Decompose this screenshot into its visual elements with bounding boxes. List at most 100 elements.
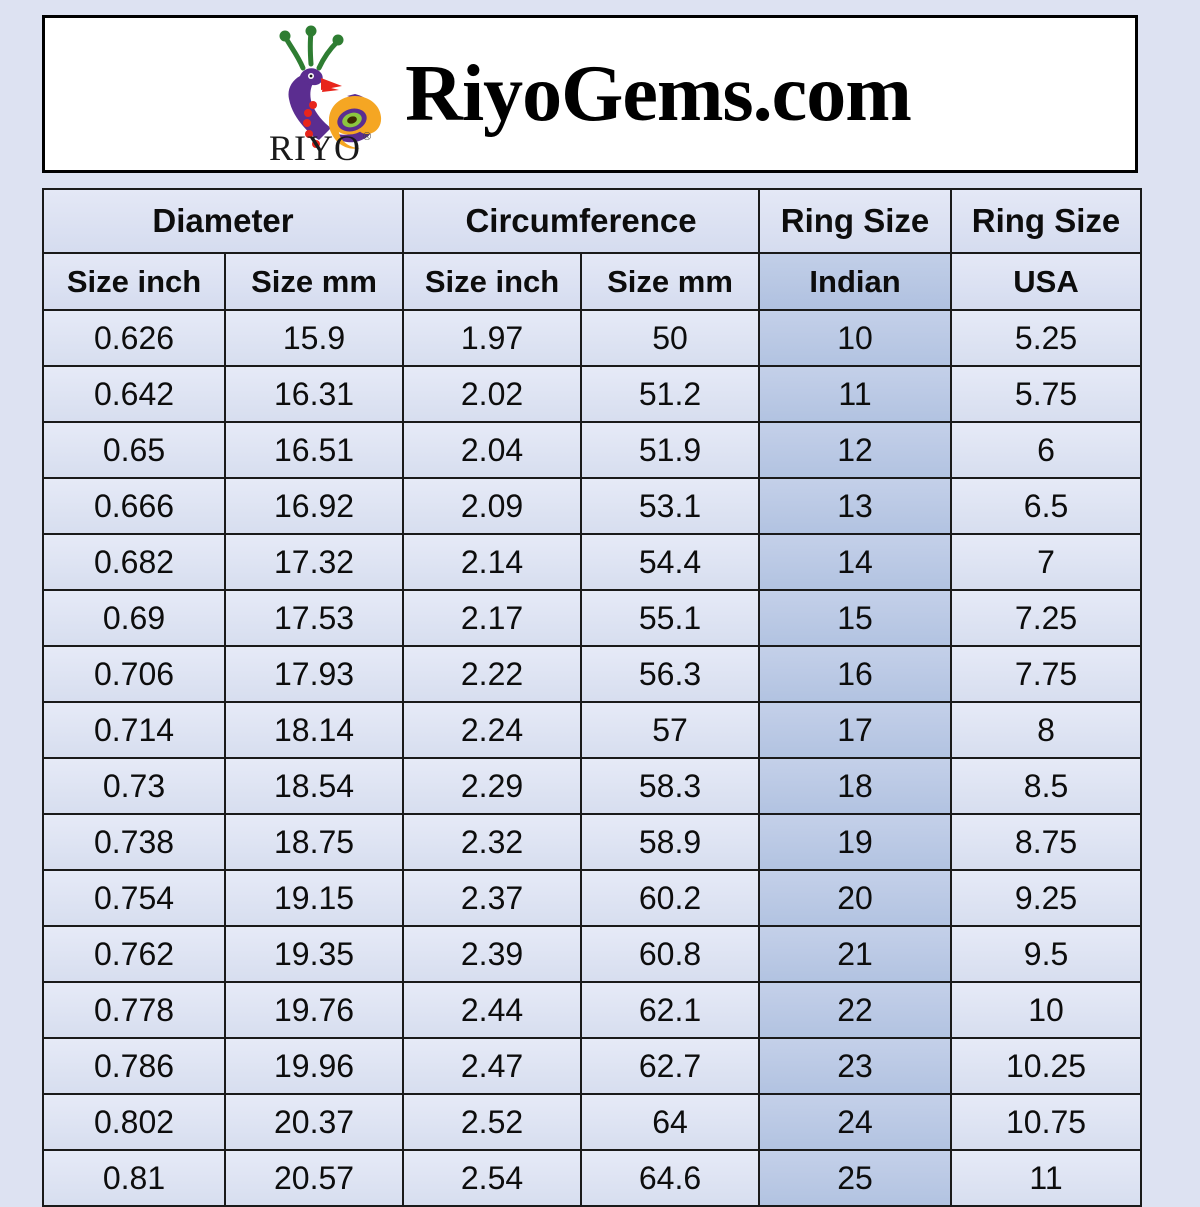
group-header-cell: Circumference	[402, 188, 761, 254]
table-cell: 18.14	[223, 701, 405, 759]
table-cell: 23	[758, 1037, 953, 1095]
table-cell: 0.762	[42, 925, 226, 983]
table-cell: 10	[950, 981, 1143, 1039]
table-cell: 21	[758, 925, 953, 983]
ring-size-table: Diameter Circumference Ring Size Ring Size …	[41, 188, 1143, 1207]
table-cell: 57	[580, 701, 761, 759]
table-cell: 2.44	[402, 981, 583, 1039]
table-cell: 6	[950, 421, 1143, 479]
table-cell: 10.75	[950, 1093, 1143, 1151]
table-row: 0.69 17.53 2.17 55.1 15 7.25	[42, 589, 1143, 647]
table-cell: 2.22	[402, 645, 583, 703]
table-cell: 20.37	[223, 1093, 405, 1151]
table-row: 0.642 16.31 2.02 51.2 11 5.75	[42, 365, 1143, 423]
table-cell: 17.32	[223, 533, 405, 591]
table-cell: 0.65	[42, 421, 226, 479]
table-cell: 19.35	[223, 925, 405, 983]
table-cell: 15	[758, 589, 953, 647]
table-cell: 53.1	[580, 477, 761, 535]
table-cell: 16.92	[223, 477, 405, 535]
group-header-cell: Diameter	[41, 188, 405, 254]
table-cell: 2.32	[402, 813, 583, 871]
table-cell: 11	[950, 1149, 1143, 1207]
table-cell: 16.31	[223, 365, 405, 423]
table-cell: 8	[950, 701, 1143, 759]
table-cell: 7	[950, 533, 1143, 591]
brand-header-box: RIYO ® RiyoGems.com	[42, 15, 1138, 173]
table-cell: 11	[758, 365, 953, 423]
table-row: 0.714 18.14 2.24 57 17 8	[42, 701, 1143, 759]
table-cell: 2.14	[402, 533, 583, 591]
table-cell: 58.3	[580, 757, 761, 815]
table-cell: 56.3	[580, 645, 761, 703]
table-cell: 2.37	[402, 869, 583, 927]
table-cell: 10.25	[950, 1037, 1143, 1095]
table-row: 0.65 16.51 2.04 51.9 12 6	[42, 421, 1143, 479]
group-header-row: Diameter Circumference Ring Size Ring Size	[41, 188, 1143, 254]
peacock-logo-icon: RIYO ®	[259, 24, 391, 164]
column-header-indian: Indian	[758, 252, 953, 311]
table-cell: 51.2	[580, 365, 761, 423]
table-cell: 60.2	[580, 869, 761, 927]
table-cell: 2.04	[402, 421, 583, 479]
table-cell: 8.5	[950, 757, 1143, 815]
table-cell: 0.642	[42, 365, 226, 423]
table-cell: 17	[758, 701, 953, 759]
table-cell: 64	[580, 1093, 761, 1151]
table-row: 0.666 16.92 2.09 53.1 13 6.5	[42, 477, 1143, 535]
column-header-size-mm: Size mm	[223, 252, 405, 311]
sub-header-row: Size inch Size mm Size inch Size mm Indian US…	[42, 252, 1143, 311]
table-cell: 12	[758, 421, 953, 479]
svg-text:®: ®	[363, 131, 371, 143]
table-cell: 0.802	[42, 1093, 226, 1151]
table-cell: 16.51	[223, 421, 405, 479]
table-cell: 20	[758, 869, 953, 927]
column-header-usa: USA	[950, 252, 1143, 311]
table-row: 0.778 19.76 2.44 62.1 22 10	[42, 981, 1143, 1039]
table-row: 0.754 19.15 2.37 60.2 20 9.25	[42, 869, 1143, 927]
table-cell: 2.52	[402, 1093, 583, 1151]
group-header-cell: Ring Size	[758, 188, 953, 254]
column-header-size-inch: Size inch	[42, 252, 226, 311]
table-cell: 24	[758, 1093, 953, 1151]
table-row: 0.802 20.37 2.52 64 24 10.75	[42, 1093, 1143, 1151]
table-cell: 2.29	[402, 757, 583, 815]
table-cell: 51.9	[580, 421, 761, 479]
table-cell: 9.25	[950, 869, 1143, 927]
table-cell: 62.7	[580, 1037, 761, 1095]
table-cell: 15.9	[223, 309, 405, 367]
table-row: 0.786 19.96 2.47 62.7 23 10.25	[42, 1037, 1143, 1095]
table-cell: 2.54	[402, 1149, 583, 1207]
table-cell: 7.25	[950, 589, 1143, 647]
table-body: 0.626 15.9 1.97 50 10 5.25 0.642 16.31 2.02 51.2 1…	[42, 309, 1143, 1207]
brand-wordmark: RiyoGems.com	[405, 50, 912, 138]
table-cell: 60.8	[580, 925, 761, 983]
table-cell: 17.93	[223, 645, 405, 703]
column-header-size-inch: Size inch	[402, 252, 583, 311]
table-cell: 2.39	[402, 925, 583, 983]
table-cell: 0.786	[42, 1037, 226, 1095]
size-chart-container: Diameter Circumference Ring Size Ring Size …	[41, 188, 1143, 1207]
table-cell: 8.75	[950, 813, 1143, 871]
table-cell: 55.1	[580, 589, 761, 647]
table-row: 0.762 19.35 2.39 60.8 21 9.5	[42, 925, 1143, 983]
table-cell: 9.5	[950, 925, 1143, 983]
svg-text:RIYO: RIYO	[269, 128, 361, 164]
group-header-cell: Ring Size	[950, 188, 1143, 254]
table-cell: 13	[758, 477, 953, 535]
table-cell: 2.02	[402, 365, 583, 423]
table-row: 0.706 17.93 2.22 56.3 16 7.75	[42, 645, 1143, 703]
table-cell: 19.96	[223, 1037, 405, 1095]
table-cell: 7.75	[950, 645, 1143, 703]
table-cell: 62.1	[580, 981, 761, 1039]
table-row: 0.738 18.75 2.32 58.9 19 8.75	[42, 813, 1143, 871]
table-cell: 0.666	[42, 477, 226, 535]
table-cell: 5.25	[950, 309, 1143, 367]
table-cell: 17.53	[223, 589, 405, 647]
table-cell: 1.97	[402, 309, 583, 367]
table-cell: 0.738	[42, 813, 226, 871]
table-cell: 0.69	[42, 589, 226, 647]
table-row: 0.626 15.9 1.97 50 10 5.25	[42, 309, 1143, 367]
table-cell: 64.6	[580, 1149, 761, 1207]
